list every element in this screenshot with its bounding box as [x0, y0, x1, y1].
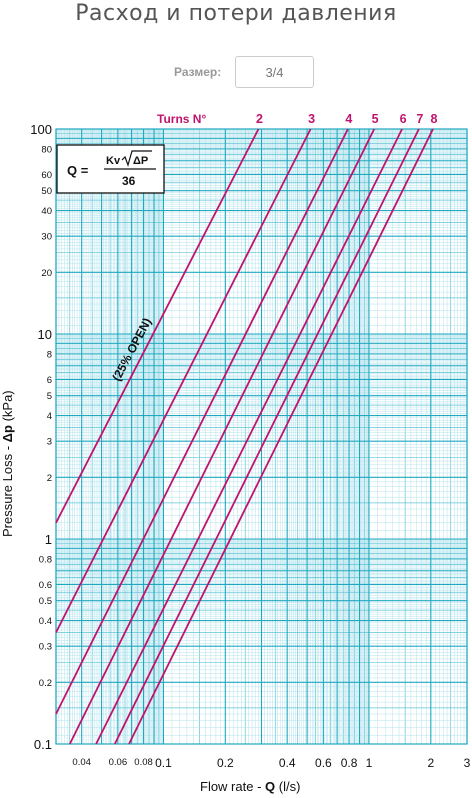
y-axis-label: Pressure Loss - Δp (kPa) — [0, 390, 15, 537]
formula-kv: Kv — [106, 155, 121, 167]
sqrt-sign — [121, 150, 152, 167]
y-tick-label: 40 — [41, 206, 52, 217]
y-tick-label: 0.3 — [39, 642, 52, 653]
y-tick-label: 1 — [45, 532, 52, 547]
turn-label-8: 8 — [431, 112, 438, 126]
y-tick-label: 0.8 — [39, 554, 52, 565]
size-select[interactable]: 3/4 — [235, 56, 314, 88]
y-tick-label: 0.2 — [39, 678, 52, 689]
formula-radicand: ΔP — [133, 155, 148, 167]
y-tick-label: 20 — [41, 268, 52, 279]
major-grid — [55, 129, 468, 745]
y-tick-label: 3 — [47, 437, 52, 448]
y-tick-label: 0.4 — [39, 616, 52, 627]
y-tick-label: 0.5 — [39, 596, 52, 607]
series-line-2 — [55, 128, 260, 524]
y-axis-ticks: 0.1 0.2 0.3 0.4 0.5 0.6 0.8 1 2 3 4 5 6 8 10 20 30 40 50 60… — [30, 122, 52, 752]
x-tick-label: 0.6 — [315, 756, 332, 770]
x-tick-label: 0.04 — [72, 757, 91, 768]
y-tick-label: 8 — [47, 349, 52, 360]
size-selector-row: Размер: 3/4 — [0, 56, 472, 90]
x-tick-label: 0.2 — [217, 756, 234, 770]
y-tick-label: 60 — [41, 170, 52, 181]
turn-label-2: 2 — [256, 112, 263, 126]
x-tick-label: 2 — [427, 756, 434, 770]
x-tick-label: 1 — [366, 756, 373, 770]
y-tick-label: 0.1 — [34, 737, 52, 752]
x-tick-label: 0.08 — [134, 757, 153, 768]
y-tick-label: 0.6 — [39, 580, 52, 591]
turn-label-7: 7 — [416, 112, 423, 126]
x-axis-ticks: 0.04 0.06 0.08 0.1 0.2 0.4 0.6 0.8 1 2 3 — [72, 756, 470, 770]
y-tick-label: 6 — [47, 375, 52, 386]
x-tick-label: 0.8 — [341, 756, 358, 770]
y-tick-label: 80 — [41, 144, 52, 155]
y-tick-label: 4 — [47, 411, 52, 422]
turns-title: Turns N° — [157, 112, 206, 126]
size-label: Размер: — [174, 65, 222, 79]
x-axis-label: Flow rate - Q (l/s) — [200, 779, 300, 794]
formula-lhs: Q = — [67, 163, 89, 178]
series-line-5 — [68, 128, 376, 745]
y-tick-label: 2 — [47, 473, 52, 484]
x-tick-label: 0.1 — [155, 756, 172, 770]
series-line-3 — [55, 128, 312, 633]
x-tick-label: 3 — [464, 756, 471, 770]
y-tick-label: 10 — [38, 327, 52, 342]
plot-border — [55, 128, 468, 745]
series-line-6 — [95, 128, 403, 745]
turn-label-6: 6 — [400, 112, 407, 126]
x-tick-label: 0.06 — [109, 757, 128, 768]
page-title: Расход и потери давления — [75, 1, 397, 26]
series-line-8 — [128, 128, 434, 745]
series-line-7 — [113, 128, 420, 745]
x-tick-label: 0.4 — [279, 756, 296, 770]
formula-denominator: 36 — [122, 174, 136, 188]
y-tick-label: 50 — [41, 186, 52, 197]
turn-label-4: 4 — [345, 112, 352, 126]
series-line-4 — [55, 128, 349, 715]
turn-label-5: 5 — [372, 112, 379, 126]
y-tick-label: 100 — [30, 122, 52, 137]
y-tick-label: 5 — [47, 391, 52, 402]
y-tick-label: 30 — [41, 232, 52, 243]
formula-box: Q = Kv ΔP 36 — [56, 144, 165, 194]
series-lines — [55, 128, 434, 745]
turn-label-3: 3 — [308, 112, 315, 126]
